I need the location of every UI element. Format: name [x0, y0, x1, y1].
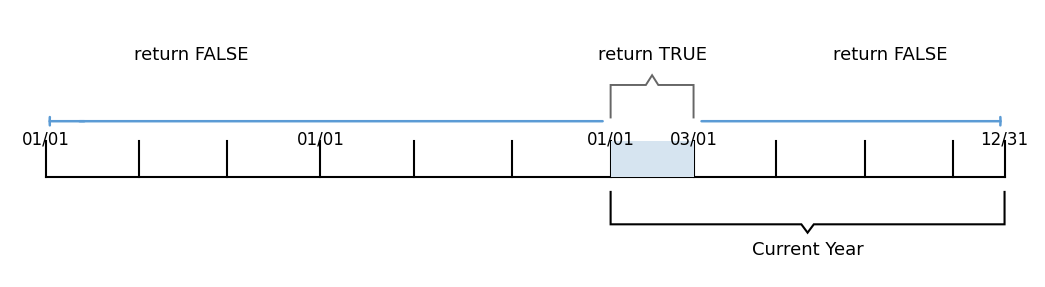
Text: Current Year: Current Year: [751, 241, 863, 259]
Text: 01/01: 01/01: [22, 131, 70, 149]
Text: 12/31: 12/31: [980, 131, 1028, 149]
Text: return TRUE: return TRUE: [598, 46, 706, 64]
Bar: [610, 141, 694, 177]
Text: return FALSE: return FALSE: [134, 46, 248, 64]
Text: 03/01: 03/01: [670, 131, 718, 149]
Text: 01/01: 01/01: [586, 131, 634, 149]
Text: return FALSE: return FALSE: [833, 46, 948, 64]
Text: 01/01: 01/01: [297, 131, 344, 149]
